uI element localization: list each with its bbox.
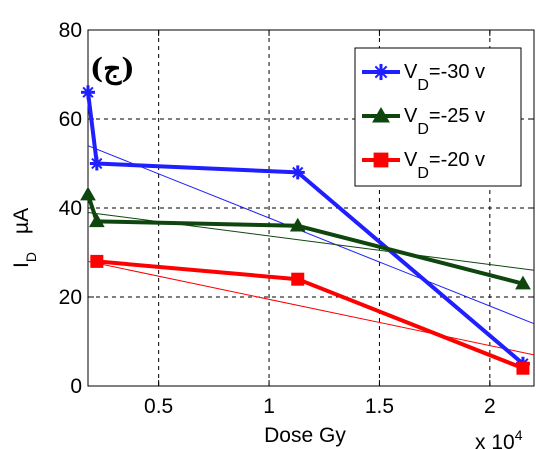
y-axis-label-main: I: [10, 262, 33, 268]
svg-text:IDµA: IDµA: [10, 208, 39, 268]
data-point-0: [290, 165, 305, 180]
data-point-2: [90, 254, 104, 268]
y-tick-label: 40: [59, 197, 82, 220]
series-line-1: [86, 194, 524, 286]
data-point-0: [89, 156, 104, 171]
series-lines: [80, 85, 531, 375]
x-multiplier: x 104: [475, 427, 523, 449]
y-axis-label-sub: D: [23, 252, 39, 262]
star-marker-stroke: [374, 65, 388, 79]
y-tick-label: 60: [59, 108, 82, 131]
data-point-1: [80, 186, 96, 201]
y-axis-label-unit: µA: [10, 208, 33, 234]
star-marker-stroke: [91, 157, 103, 170]
fit-line-0: [87, 145, 535, 325]
series-line-0: [86, 92, 525, 366]
fit-line-2: [87, 260, 535, 356]
legend-marker-0: [372, 63, 390, 81]
data-point-2: [291, 272, 305, 286]
x-tick-label: 0.5: [144, 395, 173, 418]
x-tick-label: 1: [263, 395, 275, 418]
legend-marker-1: [372, 106, 390, 123]
data-point-2: [516, 361, 530, 375]
legend: VD=-30 v VD=-25 v VD=-20 v: [354, 47, 522, 187]
y-tick-label: 80: [59, 19, 82, 42]
star-marker-stroke: [292, 166, 304, 179]
data-point-1: [289, 217, 306, 232]
legend-label-0: VD=-30 v: [404, 61, 485, 94]
y-tick-label: 20: [59, 286, 82, 309]
legend-label-2: VD=-20 v: [404, 149, 485, 182]
panel-label: (ج): [90, 52, 135, 86]
star-marker-stroke: [82, 86, 94, 98]
legend-marker-2: [373, 152, 389, 168]
legend-label-1: VD=-25 v: [404, 105, 485, 138]
y-axis-label: IDµA: [10, 208, 39, 268]
x-tick-label: 2: [484, 395, 496, 418]
series-line-2: [96, 259, 524, 371]
data-point-0: [81, 85, 95, 100]
x-axis-label: Dose Gy: [264, 424, 346, 447]
y-tick-label: 0: [70, 375, 82, 398]
data-point-1: [88, 213, 105, 228]
data-point-1: [515, 275, 531, 290]
x-tick-label: 1.5: [365, 395, 394, 418]
